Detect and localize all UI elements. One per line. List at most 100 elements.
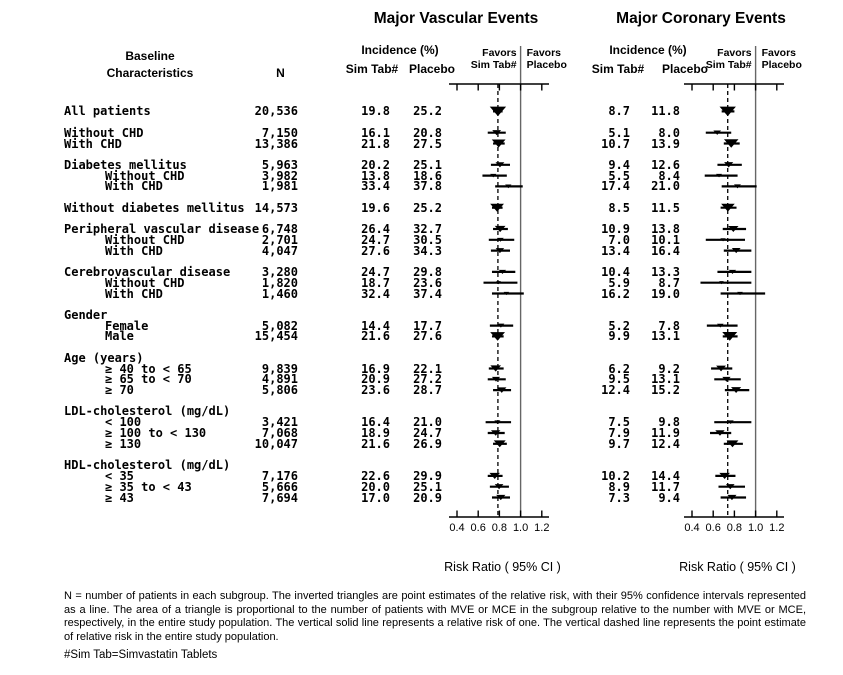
n-value: 14,573 bbox=[254, 200, 298, 215]
n-value: 2,701 bbox=[261, 232, 298, 247]
n-value: 5,666 bbox=[261, 479, 298, 494]
mve-simtab-incidence: 32.4 bbox=[361, 286, 390, 301]
axis-tick-label: 0.8 bbox=[492, 522, 507, 534]
header-placebo-vascular: Placebo bbox=[408, 62, 456, 76]
mve-placebo-incidence: 23.6 bbox=[413, 275, 442, 290]
mve-placebo-incidence: 25.1 bbox=[413, 157, 442, 172]
point-estimate-triangle bbox=[496, 494, 506, 501]
row-label: Peripheral vascular disease bbox=[64, 222, 260, 236]
header-incidence-vascular: Incidence (%) bbox=[361, 43, 439, 57]
row-label: ≥ 43 bbox=[105, 490, 134, 505]
n-value: 1,460 bbox=[261, 286, 298, 301]
mve-placebo-incidence: 27.6 bbox=[413, 329, 442, 344]
mve-placebo-incidence: 25.1 bbox=[413, 479, 442, 494]
mve-simtab-incidence: 20.0 bbox=[361, 479, 390, 494]
mve-simtab-incidence: 20.2 bbox=[361, 157, 390, 172]
n-value: 5,806 bbox=[261, 383, 298, 398]
point-estimate-triangle bbox=[719, 106, 736, 117]
mve-simtab-incidence: 19.8 bbox=[361, 104, 390, 119]
mce-simtab-incidence: 16.2 bbox=[601, 286, 630, 301]
mce-simtab-incidence: 8.9 bbox=[608, 479, 630, 494]
mce-simtab-incidence: 5.9 bbox=[608, 275, 630, 290]
mce-simtab-incidence: 5.2 bbox=[608, 318, 630, 333]
mce-simtab-incidence: 7.3 bbox=[608, 490, 630, 505]
n-value: 7,150 bbox=[261, 125, 298, 140]
mce-simtab-incidence: 10.4 bbox=[601, 264, 630, 279]
row-label: ≥ 35 to < 43 bbox=[105, 479, 192, 494]
point-estimate-triangle bbox=[490, 173, 497, 178]
point-estimate-triangle bbox=[497, 237, 504, 242]
mce-simtab-incidence: 12.4 bbox=[601, 383, 630, 398]
favors-simtab-label-line1: Favors bbox=[717, 47, 752, 59]
row-label: ≥ 65 to < 70 bbox=[105, 372, 192, 387]
point-estimate-triangle bbox=[494, 225, 506, 233]
point-estimate-triangle bbox=[489, 472, 500, 479]
row-label: Without CHD bbox=[105, 275, 185, 290]
mve-placebo-incidence: 37.4 bbox=[413, 286, 442, 301]
point-estimate-triangle bbox=[716, 365, 726, 372]
mce-simtab-incidence: 7.0 bbox=[608, 232, 630, 247]
n-value: 4,891 bbox=[261, 372, 298, 387]
mce-simtab-incidence: 10.9 bbox=[601, 222, 630, 236]
point-estimate-triangle bbox=[737, 291, 743, 296]
mce-placebo-incidence: 13.3 bbox=[651, 264, 680, 279]
mce-simtab-incidence: 5.5 bbox=[608, 168, 630, 183]
point-estimate-triangle bbox=[490, 203, 504, 212]
row-label: < 100 bbox=[105, 415, 142, 430]
mve-placebo-incidence: 20.9 bbox=[413, 490, 442, 505]
point-estimate-triangle bbox=[731, 248, 741, 254]
mve-placebo-incidence: 21.0 bbox=[413, 415, 442, 430]
row-label: < 35 bbox=[105, 468, 134, 483]
point-estimate-triangle bbox=[495, 162, 505, 168]
mve-simtab-incidence: 27.6 bbox=[361, 243, 390, 258]
axis-tick-label: 1.2 bbox=[769, 522, 784, 534]
point-estimate-triangle bbox=[723, 139, 739, 148]
mve-simtab-incidence: 17.0 bbox=[361, 490, 390, 505]
mce-simtab-incidence: 7.9 bbox=[608, 426, 630, 440]
mce-placebo-incidence: 8.7 bbox=[658, 275, 680, 290]
mve-simtab-incidence: 16.9 bbox=[361, 361, 390, 376]
point-estimate-triangle bbox=[716, 173, 722, 178]
point-estimate-triangle bbox=[719, 281, 724, 285]
row-label: Age (years) bbox=[64, 350, 144, 365]
row-label: ≥ 70 bbox=[105, 383, 134, 398]
mve-simtab-incidence: 21.8 bbox=[361, 136, 390, 151]
favors-simtab-label-line1: Favors bbox=[482, 47, 517, 59]
n-value: 20,536 bbox=[254, 104, 298, 119]
mve-simtab-incidence: 24.7 bbox=[361, 232, 390, 247]
row-label: Without CHD bbox=[64, 125, 144, 140]
mve-simtab-incidence: 20.9 bbox=[361, 372, 390, 387]
point-estimate-triangle bbox=[493, 440, 506, 448]
point-estimate-triangle bbox=[722, 376, 731, 382]
mve-placebo-incidence: 18.6 bbox=[413, 168, 442, 183]
point-estimate-triangle bbox=[720, 238, 726, 242]
mve-placebo-incidence: 27.5 bbox=[413, 136, 442, 151]
mce-simtab-incidence: 9.4 bbox=[608, 157, 630, 172]
row-label: Gender bbox=[64, 307, 108, 322]
axis-tick-label: 1.2 bbox=[534, 522, 549, 534]
mce-simtab-incidence: 10.2 bbox=[601, 468, 630, 483]
point-estimate-triangle bbox=[496, 281, 501, 285]
mce-simtab-incidence: 5.1 bbox=[608, 125, 630, 140]
point-estimate-triangle bbox=[503, 291, 510, 296]
row-label: ≥ 130 bbox=[105, 436, 142, 451]
point-estimate-triangle bbox=[727, 420, 734, 424]
mce-placebo-incidence: 8.0 bbox=[658, 125, 680, 140]
mve-simtab-incidence: 19.6 bbox=[361, 200, 390, 215]
mce-placebo-incidence: 16.4 bbox=[651, 243, 680, 258]
mce-simtab-incidence: 8.7 bbox=[608, 104, 630, 119]
mve-placebo-incidence: 30.5 bbox=[413, 232, 442, 247]
n-value: 1,820 bbox=[261, 275, 298, 290]
n-value: 3,982 bbox=[261, 168, 298, 183]
mce-placebo-incidence: 11.5 bbox=[651, 200, 680, 215]
point-estimate-triangle bbox=[492, 130, 502, 136]
row-label: Male bbox=[105, 329, 134, 344]
point-estimate-triangle bbox=[497, 387, 507, 393]
mve-placebo-incidence: 25.2 bbox=[413, 200, 442, 215]
mce-placebo-incidence: 10.1 bbox=[651, 232, 680, 247]
axis-tick-label: 0.4 bbox=[449, 522, 464, 534]
mce-placebo-incidence: 13.1 bbox=[651, 329, 680, 344]
mve-simtab-incidence: 14.4 bbox=[361, 318, 390, 333]
mve-simtab-incidence: 24.7 bbox=[361, 264, 390, 279]
